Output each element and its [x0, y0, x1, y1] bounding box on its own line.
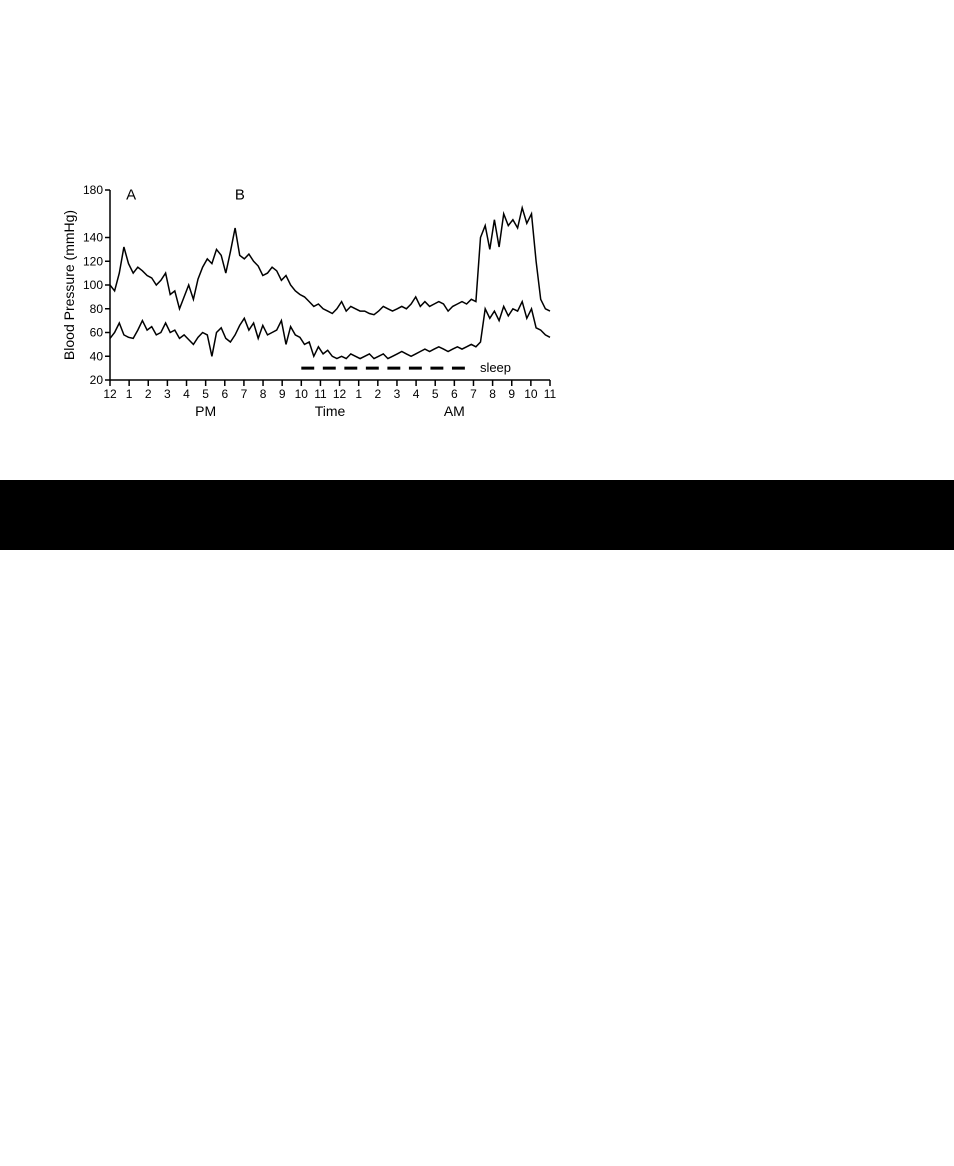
y-axis-title: Blood Pressure (mmHg) — [61, 210, 77, 360]
x-tick-label: 6 — [221, 387, 228, 401]
marker-a: A — [126, 187, 136, 204]
x-tick-label: 9 — [508, 387, 515, 401]
systolic-line — [110, 208, 550, 315]
marker-b: B — [235, 187, 245, 204]
x-tick-label: 6 — [451, 387, 458, 401]
x-tick-label: 3 — [164, 387, 171, 401]
x-tick-label: 12 — [333, 387, 347, 401]
y-tick-label: 180 — [83, 183, 103, 197]
x-tick-label: 5 — [202, 387, 209, 401]
pm-label: PM — [195, 403, 216, 419]
sleep-label: sleep — [480, 360, 511, 375]
x-tick-label: 7 — [470, 387, 477, 401]
x-tick-label: 1 — [126, 387, 133, 401]
diastolic-line — [110, 302, 550, 359]
bp-chart-svg: 20 40 60 80 100 120 140 180 Blood Pressure (mmHg… — [60, 180, 560, 440]
y-tick-label: 60 — [90, 326, 104, 340]
x-tick-label: 4 — [183, 387, 190, 401]
x-tick-label: 11 — [544, 387, 557, 401]
y-tick-label: 140 — [83, 231, 103, 245]
x-tick-label: 7 — [241, 387, 248, 401]
y-tick-label: 100 — [83, 278, 103, 292]
x-tick-label: 4 — [413, 387, 420, 401]
x-tick-label: 10 — [524, 387, 538, 401]
x-axis-title: Time — [315, 403, 346, 419]
x-tick-label: 11 — [314, 387, 327, 401]
x-tick-label: 2 — [145, 387, 152, 401]
x-tick-label: 2 — [374, 387, 381, 401]
x-tick-label: 1 — [355, 387, 362, 401]
y-tick-label: 80 — [90, 302, 104, 316]
x-tick-label: 12 — [103, 387, 117, 401]
y-tick-label: 20 — [90, 373, 104, 387]
page: 20 40 60 80 100 120 140 180 Blood Pressure (mmHg… — [0, 0, 954, 1166]
x-tick-label: 5 — [432, 387, 439, 401]
x-tick-label: 3 — [394, 387, 401, 401]
am-label: AM — [444, 403, 465, 419]
x-tick-label: 9 — [279, 387, 286, 401]
redaction-bar — [0, 480, 954, 550]
x-tick-label: 8 — [260, 387, 267, 401]
x-tick-label: 8 — [489, 387, 496, 401]
y-tick-label: 40 — [90, 349, 104, 363]
bp-chart: 20 40 60 80 100 120 140 180 Blood Pressure (mmHg… — [60, 180, 560, 440]
y-tick-label: 120 — [83, 254, 103, 268]
x-tick-label: 10 — [295, 387, 309, 401]
